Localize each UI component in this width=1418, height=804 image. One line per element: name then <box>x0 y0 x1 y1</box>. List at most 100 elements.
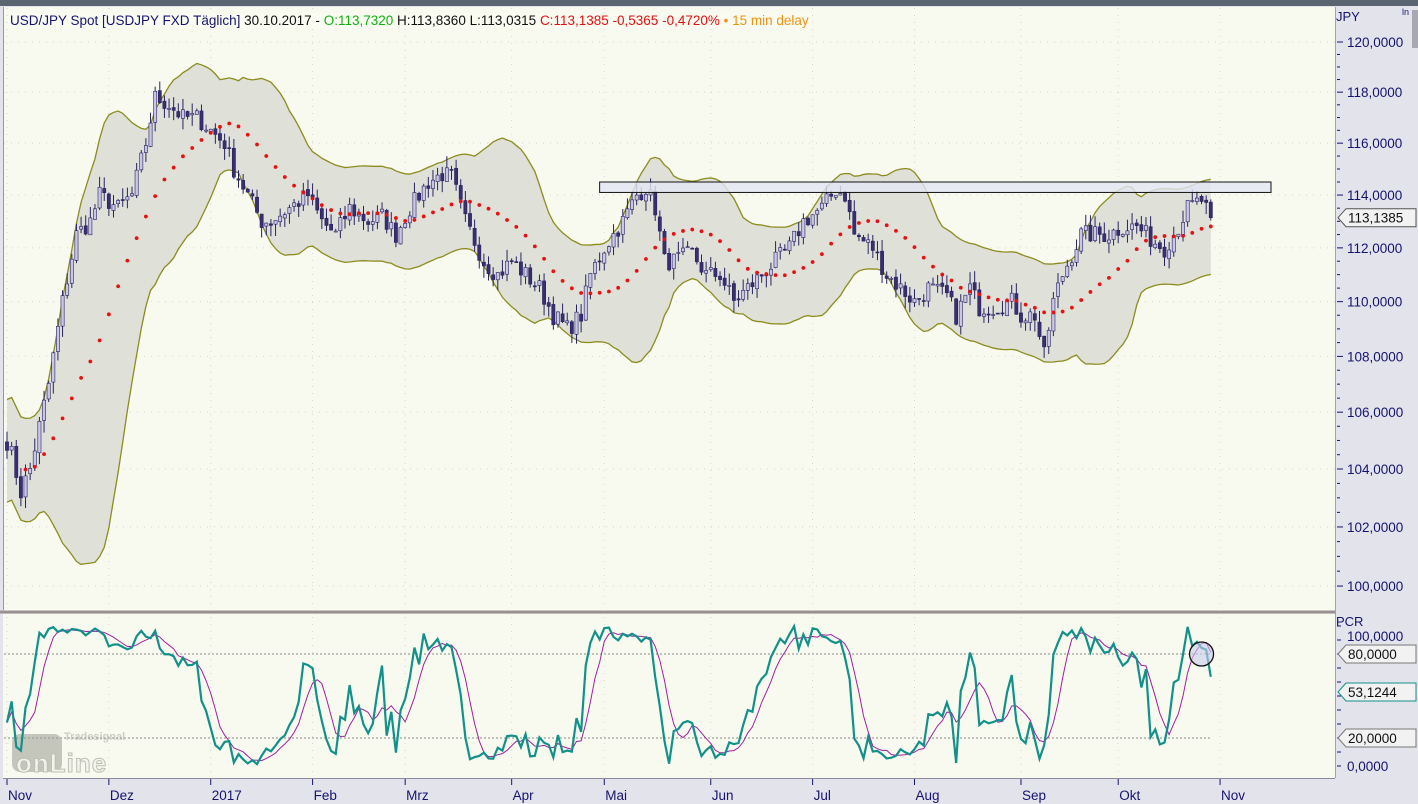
middle-band-dot <box>301 190 306 195</box>
middle-band-dot <box>310 196 315 201</box>
middle-band-dot <box>69 396 74 401</box>
candle-body <box>796 231 801 237</box>
candle-body <box>1070 262 1074 267</box>
middle-band-dot <box>968 289 972 294</box>
candle-body <box>1199 196 1204 202</box>
close-value: C:113,1385 <box>539 13 609 28</box>
candle-body <box>750 282 755 288</box>
candle-body <box>921 300 926 302</box>
scrollbar-thumb[interactable] <box>1412 10 1418 48</box>
candle-body <box>505 260 509 275</box>
candle-body <box>639 194 644 200</box>
middle-band-dot <box>514 224 519 229</box>
candle-body <box>1176 233 1181 237</box>
instrument-title: USD/JPY Spot [USDJPY FXD Täglich] <box>10 13 241 28</box>
candle-body <box>500 271 505 276</box>
candle-body <box>866 239 871 243</box>
middle-band-dot <box>236 124 241 129</box>
annotation-circle <box>1188 641 1215 667</box>
candle-body <box>718 275 722 280</box>
candle-body <box>435 174 440 182</box>
candle-body <box>977 289 982 317</box>
candle-body <box>732 283 736 301</box>
middle-band-dot <box>347 212 352 217</box>
middle-band-dot <box>1005 298 1009 303</box>
middle-band-dot <box>810 260 815 264</box>
candle-body <box>292 202 296 207</box>
candle-body <box>569 321 574 334</box>
middle-band-dot <box>255 142 259 147</box>
middle-band-dot <box>1023 302 1028 307</box>
stoch-signal-line <box>6 629 1212 762</box>
candle-body <box>708 267 713 270</box>
candle-body <box>982 313 986 317</box>
candle-body <box>736 298 741 301</box>
candle-body <box>616 232 621 237</box>
candle-body <box>912 298 917 303</box>
candle-body <box>579 313 584 322</box>
candle-body <box>676 252 681 254</box>
middle-band-dot <box>681 229 685 233</box>
middle-band-dot <box>440 207 445 211</box>
change-value: -0,5365 <box>612 13 659 28</box>
candle-body <box>634 194 639 201</box>
candle-body <box>18 476 23 499</box>
middle-band-dot <box>644 257 648 261</box>
candle-body <box>1134 222 1139 226</box>
candle-body <box>551 304 556 326</box>
candle-body <box>167 108 171 110</box>
middle-band-dot <box>718 239 722 244</box>
candle-body <box>1204 199 1209 203</box>
candle-body <box>472 228 477 246</box>
candle-body <box>1019 312 1023 323</box>
middle-band-dot <box>560 279 565 283</box>
middle-band-dot <box>523 233 528 238</box>
indicator-title: PCR <box>1336 614 1363 629</box>
candle-body <box>264 222 269 227</box>
candle-body <box>671 253 676 269</box>
candle-body <box>333 230 338 233</box>
middle-band-dot <box>134 236 139 241</box>
candle-body <box>889 278 894 280</box>
x-axis-panel <box>0 779 1336 804</box>
candle-body <box>1190 200 1195 202</box>
candle-body <box>449 169 454 171</box>
candle-body <box>847 200 852 213</box>
candle-body <box>940 282 945 287</box>
candle-body <box>194 110 199 115</box>
candle-body <box>880 250 884 275</box>
middle-band-dot <box>1134 247 1139 252</box>
candle-body <box>23 475 28 498</box>
candle-body <box>37 420 42 454</box>
middle-band-dot <box>319 203 324 208</box>
candle-body <box>870 240 875 251</box>
candle-body <box>667 253 671 271</box>
candle-body <box>1181 222 1185 235</box>
candle-body <box>421 185 426 201</box>
open-value: O:113,7320 <box>323 13 394 28</box>
candle-body <box>144 145 148 153</box>
candle-body <box>97 187 102 209</box>
middle-band-dot <box>745 266 750 271</box>
middle-band-dot <box>866 219 871 223</box>
candle-body <box>463 200 468 215</box>
last-price-label: 113,1385 <box>1348 211 1403 226</box>
candle-body <box>1139 224 1144 232</box>
candle-body <box>199 110 204 131</box>
candle-body <box>102 188 107 193</box>
candle-body <box>824 193 829 204</box>
scale-indicator: ln <box>1402 7 1409 17</box>
middle-band-dot <box>42 452 46 457</box>
y-unit-label: JPY <box>1336 9 1360 24</box>
month-label: Nov <box>1221 788 1245 803</box>
candle-body <box>806 217 810 226</box>
candle-body <box>1111 229 1116 240</box>
middle-band-dot <box>773 273 778 278</box>
candle-body <box>995 312 1000 315</box>
candle-body <box>986 313 991 316</box>
candle-body <box>704 270 709 274</box>
middle-band-dot <box>542 256 546 261</box>
stoch-last-value-label: 53,1244 <box>1348 685 1397 700</box>
candle-body <box>65 283 70 296</box>
